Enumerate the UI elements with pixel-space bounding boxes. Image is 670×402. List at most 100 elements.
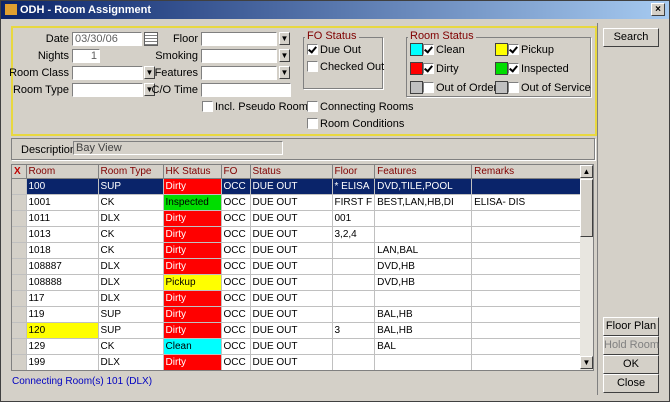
- dropdown-button[interactable]: ▼: [279, 66, 290, 79]
- table-row[interactable]: 117 DLX Dirty OCC DUE OUT: [12, 290, 587, 307]
- checkbox[interactable]: [508, 82, 519, 93]
- table-cell: OCC: [221, 258, 251, 275]
- table-cell: BEST,LAN,HB,DI: [374, 194, 473, 211]
- floor-input[interactable]: [201, 32, 277, 46]
- table-cell: DUE OUT: [250, 258, 333, 275]
- table-row[interactable]: 1018 CK Dirty OCC DUE OUT LAN,BAL: [12, 242, 587, 259]
- table-cell: SUP: [98, 322, 164, 339]
- table-cell: 1013: [26, 226, 99, 243]
- table-cell: DVD,HB: [374, 274, 473, 291]
- close-button[interactable]: Close: [603, 374, 659, 393]
- row-marker: [12, 354, 27, 370]
- table-cell: 3,2,4: [332, 226, 376, 243]
- checkbox[interactable]: [307, 118, 318, 129]
- hold-room-button[interactable]: Hold Room: [603, 336, 659, 355]
- co-time-label: C/O Time: [151, 84, 198, 96]
- column-header: Status: [250, 165, 333, 179]
- room-table: X Room Room Type HK Status FO Status Floor Feat…: [12, 165, 587, 370]
- table-row[interactable]: 100 SUP Dirty OCC DUE OUT * ELISA DVD,TILE,POO…: [12, 178, 587, 195]
- checkbox[interactable]: [508, 44, 519, 55]
- table-row[interactable]: 120 SUP Dirty OCC DUE OUT 3 BAL,HB: [12, 322, 587, 339]
- date-input[interactable]: 03/30/06: [72, 32, 142, 46]
- scrollbar[interactable]: ▲ ▼: [580, 165, 593, 370]
- checkbox[interactable]: [423, 63, 434, 74]
- dropdown-button[interactable]: ▼: [279, 49, 290, 62]
- floor-plan-button[interactable]: Floor Plan: [603, 317, 659, 336]
- column-header: FO: [221, 165, 251, 179]
- checkbox[interactable]: [423, 82, 434, 93]
- table-row[interactable]: 119 SUP Dirty OCC DUE OUT BAL,HB: [12, 306, 587, 323]
- smoking-input[interactable]: [201, 49, 277, 63]
- row-marker: [12, 226, 27, 243]
- checkbox[interactable]: [423, 44, 434, 55]
- table-cell: BAL,HB: [374, 306, 473, 323]
- column-header: HK Status: [163, 165, 222, 179]
- search-button[interactable]: Search: [603, 28, 659, 47]
- room-class-label: Room Class: [9, 67, 69, 79]
- description-label: Description: [21, 144, 77, 156]
- scroll-up[interactable]: ▲: [580, 165, 593, 178]
- table-cell: DVD,TILE,POOL: [374, 178, 473, 195]
- room-status-option: Pickup: [521, 44, 555, 56]
- table-cell: LAN,BAL: [374, 242, 473, 259]
- co-time-input[interactable]: [201, 83, 291, 97]
- scroll-down[interactable]: ▼: [580, 356, 593, 369]
- dropdown-button[interactable]: ▼: [279, 32, 290, 45]
- table-row[interactable]: 108887 DLX Dirty OCC DUE OUT DVD,HB: [12, 258, 587, 275]
- close-window[interactable]: ×: [651, 3, 665, 16]
- table-cell: [332, 290, 376, 307]
- checkbox[interactable]: [307, 61, 318, 72]
- room-status-option: Inspected: [521, 63, 569, 75]
- table-cell: OCC: [221, 242, 251, 259]
- table-row[interactable]: 1011 DLX Dirty OCC DUE OUT 001: [12, 210, 587, 227]
- table-cell: CK: [98, 242, 164, 259]
- table-cell: [471, 258, 587, 275]
- table-cell: BAL: [374, 338, 473, 355]
- table-cell: Dirty: [163, 178, 222, 195]
- features-input[interactable]: [201, 66, 277, 80]
- table-cell: * ELISA: [332, 178, 376, 195]
- checkbox[interactable]: [307, 101, 318, 112]
- calendar-button[interactable]: [144, 32, 158, 46]
- checkbox[interactable]: [202, 101, 213, 112]
- dropdown-button[interactable]: ▼: [144, 66, 155, 79]
- row-marker: [12, 194, 27, 211]
- table-row[interactable]: 1013 CK Dirty OCC DUE OUT 3,2,4: [12, 226, 587, 243]
- scroll-thumb[interactable]: [580, 179, 593, 237]
- table-cell: DUE OUT: [250, 290, 333, 307]
- table-cell: [471, 290, 587, 307]
- dropdown-button[interactable]: ▼: [144, 83, 155, 96]
- table-cell: 1001: [26, 194, 99, 211]
- nights-input[interactable]: 1: [72, 49, 100, 63]
- date-label: Date: [45, 33, 69, 45]
- table-cell: 001: [332, 210, 376, 227]
- table-cell: OCC: [221, 338, 251, 355]
- checkbox[interactable]: [307, 44, 318, 55]
- checkbox[interactable]: [508, 63, 519, 74]
- table-row[interactable]: 108888 DLX Pickup OCC DUE OUT DVD,HB: [12, 274, 587, 291]
- footer-note: Connecting Room(s) 101 (DLX): [12, 376, 153, 387]
- column-header: Room Type: [98, 165, 164, 179]
- table-cell: [471, 354, 587, 370]
- table-cell: 199: [26, 354, 99, 370]
- table-cell: CK: [98, 194, 164, 211]
- table-cell: [471, 338, 587, 355]
- table-cell: [332, 274, 376, 291]
- room-class-input[interactable]: [72, 66, 143, 80]
- column-header: Floor: [332, 165, 376, 179]
- table-cell: DLX: [98, 210, 164, 227]
- table-cell: DLX: [98, 258, 164, 275]
- row-marker: [12, 178, 27, 195]
- status-swatch: [495, 62, 508, 75]
- table-cell: DUE OUT: [250, 338, 333, 355]
- table-row[interactable]: 1001 CK Inspected OCC DUE OUT FIRST F BEST,LAN…: [12, 194, 587, 211]
- table-row[interactable]: 129 CK Clean OCC DUE OUT BAL: [12, 338, 587, 355]
- table-cell: 3: [332, 322, 376, 339]
- room-type-input[interactable]: [72, 83, 143, 97]
- table-cell: [374, 290, 473, 307]
- room-status-option: Dirty: [436, 63, 459, 75]
- table-cell: [471, 178, 587, 195]
- ok-button[interactable]: OK: [603, 355, 659, 374]
- table-row[interactable]: 199 DLX Dirty OCC DUE OUT: [12, 354, 587, 370]
